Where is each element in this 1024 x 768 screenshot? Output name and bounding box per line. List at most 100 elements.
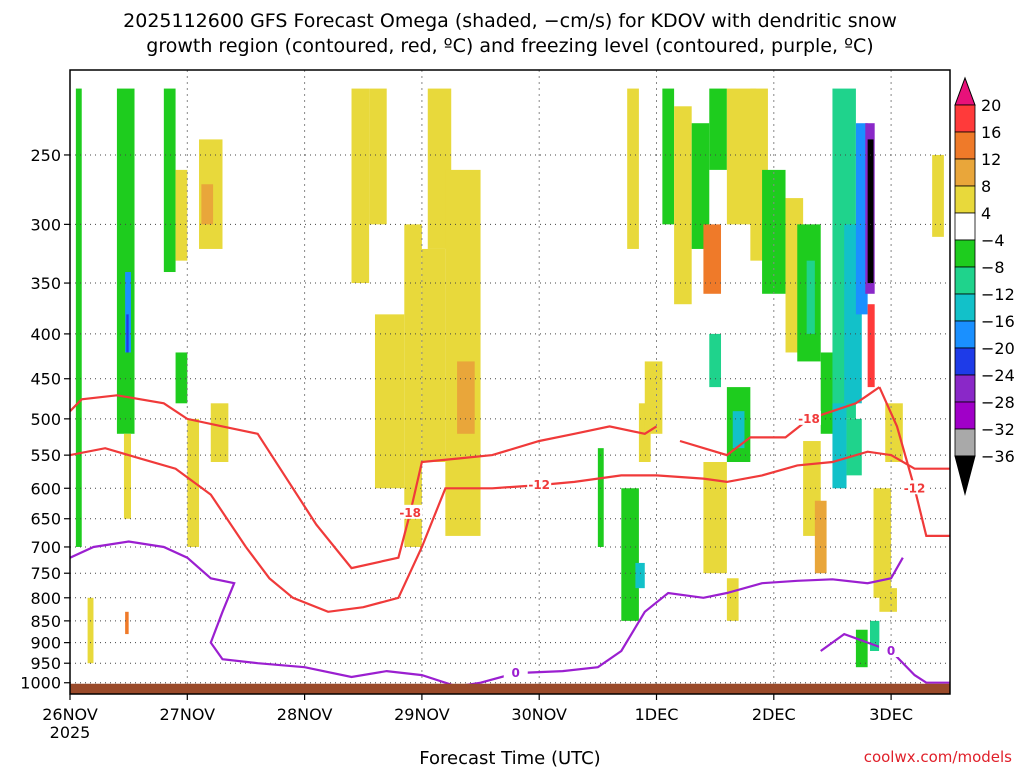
omega-shading: [75, 88, 944, 668]
colorbar-segment-12: [954, 428, 976, 457]
omega-cell-4: [123, 433, 131, 519]
colorbar-segment-6: [954, 266, 976, 295]
omega-cell-15: [369, 88, 387, 225]
omega-cell-20: [445, 169, 481, 536]
omega-cell-10: [201, 184, 214, 225]
y-tick-label-250: 250: [30, 146, 61, 165]
omega-cell-27: [644, 361, 663, 434]
y-tick-label-850: 850: [30, 612, 61, 631]
y-axis: 250 300 350 400 450 500 550 600 650 700 750 800 850 9…: [20, 146, 70, 693]
freezing-contour-0: [70, 540, 904, 688]
omega-cell-29: [674, 106, 692, 305]
grid-lines: [69, 70, 950, 694]
freezing-contour-1: [820, 632, 950, 684]
omega-cell-58: [879, 588, 897, 612]
x-tick-label-28NOV: 28NOV: [277, 705, 333, 724]
colorbar-label-11: −28: [981, 393, 1015, 412]
omega-cell-14: [351, 88, 370, 284]
omega-cell-56: [869, 620, 880, 652]
colorbar-segment-11: [954, 401, 976, 430]
colorbar-label-1: 16: [981, 123, 1001, 142]
colorbar-bottom-triangle: [954, 455, 976, 496]
y-tick-label-1000: 1000: [20, 674, 61, 693]
dgz-contour-label-2: -12: [528, 478, 550, 492]
omega-cell-57: [873, 488, 892, 598]
colorbar-segment-3: [954, 185, 976, 214]
y-tick-label-650: 650: [30, 510, 61, 529]
x-tick-label-29NOV: 29NOV: [394, 705, 450, 724]
x-tick-label-30NOV: 30NOV: [511, 705, 567, 724]
y-tick-label-750: 750: [30, 564, 61, 583]
omega-cell-22: [597, 448, 604, 547]
dgz-label-bg-2: [527, 477, 552, 492]
x-tick-label-1DEC: 1DEC: [635, 705, 679, 724]
dgz-contour-0: [70, 394, 658, 570]
omega-cell-38: [726, 578, 739, 621]
omega-cell-17: [404, 224, 422, 547]
y-tick-label-550: 550: [30, 446, 61, 465]
x-tick-label-2DEC: 2DEC: [752, 705, 796, 724]
colorbar-label-10: −24: [981, 366, 1015, 385]
dgz-label-bg-0: [398, 504, 423, 519]
dgz-label-bg-1: [796, 410, 821, 425]
omega-cell-3: [126, 314, 129, 353]
y-tick-label-600: 600: [30, 479, 61, 498]
colorbar-label-5: −4: [981, 231, 1005, 250]
colorbar-segment-2: [954, 158, 976, 187]
omega-cell-52: [867, 304, 875, 388]
y-tick-label-950: 950: [30, 654, 61, 673]
surface-terrain: [70, 683, 950, 694]
freezing-contour-label-1: 0: [887, 644, 895, 658]
colorbar-segment-5: [954, 239, 976, 268]
colorbar-top-triangle: [954, 76, 976, 106]
colorbar-label-2: 12: [981, 150, 1001, 169]
omega-cell-23: [627, 88, 639, 249]
omega-cell-40: [762, 169, 786, 294]
colorbar: 20 16 12 8 4 −4 −8 −12 −16 −20 −24 −28 −32 −36: [954, 76, 1015, 496]
omega-cell-25: [621, 488, 639, 621]
colorbar-label-0: 20: [981, 96, 1001, 115]
freezing-label-bg-1: [879, 643, 904, 658]
dgz-contour-label-3: -12: [904, 481, 926, 495]
omega-cell-51: [867, 139, 874, 284]
x-axis-label: Forecast Time (UTC): [419, 748, 600, 768]
colorbar-segment-0: [954, 104, 976, 133]
y-tick-label-700: 700: [30, 538, 61, 557]
colorbar-label-4: 4: [981, 204, 991, 223]
omega-cell-28: [662, 88, 675, 225]
omega-cell-55: [855, 629, 868, 668]
omega-cell-34: [709, 333, 722, 388]
y-tick-label-300: 300: [30, 215, 61, 234]
colorbar-label-8: −16: [981, 312, 1015, 331]
omega-cell-13: [175, 352, 188, 404]
colorbar-segment-1: [954, 131, 976, 160]
dgz-contour-label-0: -18: [399, 506, 421, 520]
omega-cell-54: [846, 418, 862, 476]
x-tick-label-27NOV: 27NOV: [160, 705, 216, 724]
colorbar-segment-7: [954, 293, 976, 322]
colorbar-label-13: −36: [981, 447, 1015, 466]
omega-cell-32: [709, 88, 727, 170]
omega-cell-0: [75, 88, 82, 547]
colorbar-segment-10: [954, 374, 976, 403]
x-tick-sublabel: 2025: [50, 723, 91, 742]
colorbar-segment-9: [954, 347, 976, 376]
omega-cell-53: [832, 403, 847, 489]
credit-link[interactable]: coolwx.com/models: [864, 748, 1012, 766]
dgz-label-bg-3: [902, 480, 927, 495]
omega-cell-8: [175, 169, 188, 261]
omega-cell-5: [87, 597, 94, 664]
colorbar-label-6: −8: [981, 258, 1005, 277]
omega-cell-1: [116, 88, 135, 434]
freezing-label-bg-0: [503, 665, 528, 680]
colorbar-label-12: −32: [981, 420, 1015, 439]
colorbar-label-3: 8: [981, 177, 991, 196]
omega-cell-37: [703, 461, 727, 574]
y-tick-label-800: 800: [30, 589, 61, 608]
colorbar-label-7: −12: [981, 285, 1015, 304]
omega-cell-21: [457, 361, 475, 434]
y-tick-label-350: 350: [30, 274, 61, 293]
omega-cell-16: [374, 314, 405, 489]
